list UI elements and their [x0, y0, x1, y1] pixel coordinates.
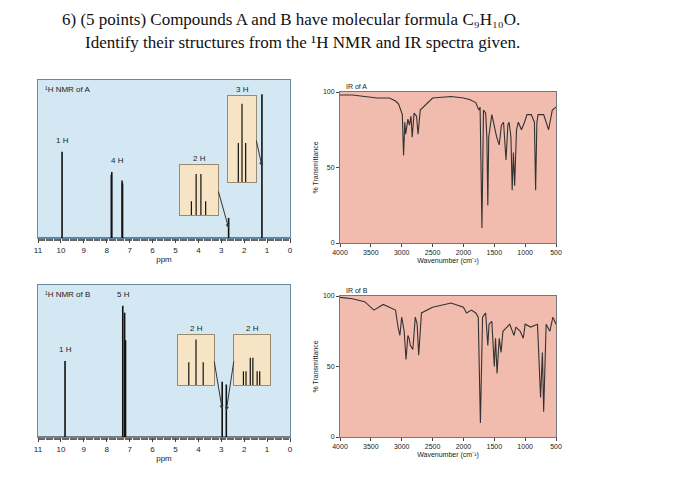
svg-text:50: 50: [327, 363, 335, 370]
html-text:Identify their structures from: Identify their structures from the ¹H NM…: [85, 33, 521, 52]
svg-text:1000: 1000: [517, 249, 533, 256]
svg-text:1: 1: [265, 246, 270, 255]
svg-text:IR of B: IR of B: [346, 287, 368, 294]
svg-text:Wavenumber (cm⁻¹): Wavenumber (cm⁻¹): [417, 257, 479, 265]
svg-text:1: 1: [265, 445, 270, 454]
svg-text:4: 4: [196, 246, 201, 255]
svg-text:100: 100: [323, 88, 335, 95]
svg-text:3: 3: [219, 246, 224, 255]
svg-text:0: 0: [331, 433, 335, 440]
svg-text:¹H NMR of B: ¹H NMR of B: [45, 290, 90, 299]
svg-text:1 H: 1 H: [59, 345, 72, 354]
svg-text:3500: 3500: [363, 249, 379, 256]
svg-text:0: 0: [288, 246, 293, 255]
svg-text:2500: 2500: [425, 443, 441, 450]
svg-text:5: 5: [173, 246, 178, 255]
svg-text:% Transmittance: % Transmittance: [312, 141, 319, 193]
svg-text:6: 6: [150, 246, 155, 255]
svg-text:8: 8: [105, 445, 110, 454]
svg-text:7: 7: [127, 246, 132, 255]
svg-text:2 H: 2 H: [193, 154, 206, 163]
svg-text:3500: 3500: [363, 443, 379, 450]
svg-text:2000: 2000: [456, 249, 472, 256]
svg-text:9: 9: [82, 445, 87, 454]
svg-text:3000: 3000: [394, 249, 410, 256]
svg-text:1000: 1000: [517, 443, 533, 450]
svg-text:1500: 1500: [487, 443, 503, 450]
html-text:6) (5 points) Compounds A and: 6) (5 points) Compounds A and B have mol…: [62, 10, 521, 29]
svg-text:2: 2: [242, 445, 247, 454]
svg-text:0: 0: [288, 445, 293, 454]
svg-text:3 H: 3 H: [236, 85, 249, 94]
svg-text:6: 6: [150, 445, 155, 454]
svg-text:50: 50: [327, 164, 335, 171]
svg-text:7: 7: [127, 445, 132, 454]
svg-text:2 H: 2 H: [246, 324, 259, 333]
svg-text:IR of A: IR of A: [346, 83, 367, 90]
svg-text:500: 500: [550, 443, 562, 450]
svg-text:4000: 4000: [332, 249, 348, 256]
svg-text:8: 8: [105, 246, 110, 255]
svg-text:3000: 3000: [394, 443, 410, 450]
svg-text:10: 10: [56, 445, 65, 454]
svg-text:11: 11: [34, 445, 43, 454]
svg-text:ppm: ppm: [156, 255, 172, 264]
svg-text:1 H: 1 H: [56, 136, 69, 145]
svg-text:ppm: ppm: [156, 454, 172, 463]
svg-text:% Transmittance: % Transmittance: [312, 340, 319, 392]
svg-text:3: 3: [219, 445, 224, 454]
svg-text:5 H: 5 H: [117, 290, 130, 299]
svg-text:100: 100: [323, 292, 335, 299]
svg-text:Wavenumber (cm⁻¹): Wavenumber (cm⁻¹): [417, 451, 479, 459]
svg-text:500: 500: [550, 249, 562, 256]
svg-text:0: 0: [331, 239, 335, 246]
svg-text:4 H: 4 H: [111, 156, 124, 165]
svg-text:9: 9: [82, 246, 87, 255]
svg-text:2000: 2000: [456, 443, 472, 450]
svg-text:10: 10: [56, 246, 65, 255]
svg-text:4: 4: [196, 445, 201, 454]
svg-text:¹H NMR of A: ¹H NMR of A: [45, 85, 91, 94]
svg-text:2500: 2500: [425, 249, 441, 256]
svg-text:1500: 1500: [487, 249, 503, 256]
svg-text:4000: 4000: [332, 443, 348, 450]
svg-text:5: 5: [173, 445, 178, 454]
svg-text:11: 11: [34, 246, 43, 255]
svg-text:2: 2: [242, 246, 247, 255]
svg-text:2 H: 2 H: [190, 324, 203, 333]
